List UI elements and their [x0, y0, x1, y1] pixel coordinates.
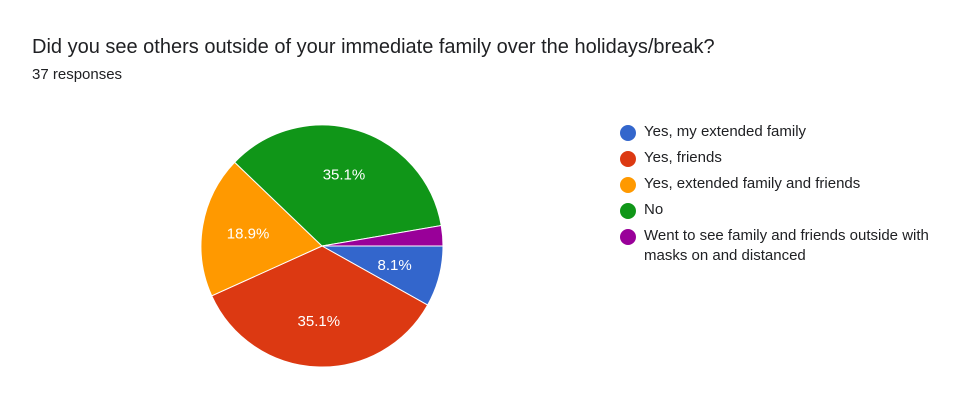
legend-swatch-icon [620, 151, 636, 167]
pie-slice-4 [233, 124, 442, 247]
chart-legend: Yes, my extended family Yes, friends Yes, … [620, 122, 970, 272]
legend-swatch-icon [620, 229, 636, 245]
legend-label: Went to see family and friends outside w… [644, 227, 929, 264]
pie-slice-3 [200, 161, 323, 297]
legend-swatch-icon [620, 203, 636, 219]
legend-item-3: Yes, extended family and friends [620, 174, 970, 194]
response-count: 37 responses [32, 66, 123, 83]
legend-item-2: Yes, friends [620, 148, 970, 168]
chart-title: Did you see others outside of your immed… [32, 36, 715, 58]
pie-slice-5 [321, 224, 444, 247]
legend-label: Yes, friends [644, 149, 722, 166]
slice-label-4: 35.1% [323, 166, 366, 183]
slice-label-1: 8.1% [377, 257, 411, 274]
legend-item-4: No [620, 200, 970, 220]
legend-label: Yes, extended family and friends [644, 175, 861, 192]
slice-label-3: 18.9% [227, 225, 270, 242]
slice-label-2: 35.1% [298, 313, 341, 330]
legend-swatch-icon [620, 177, 636, 193]
legend-label: No [644, 201, 664, 218]
legend-item-1: Yes, my extended family [620, 122, 970, 142]
legend-item-5: Went to see family and friends outside w… [620, 226, 970, 266]
legend-swatch-icon [620, 125, 636, 141]
pie-slice-2 [211, 245, 429, 368]
legend-label: Yes, my extended family [644, 123, 807, 140]
